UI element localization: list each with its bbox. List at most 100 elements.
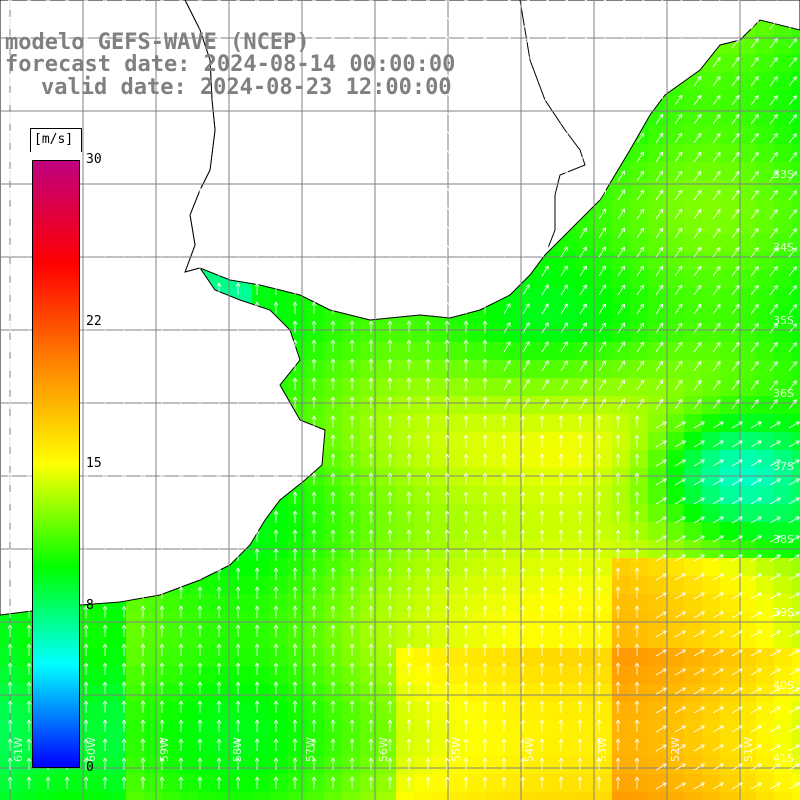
speed-cell [648,198,667,217]
speed-cell [612,198,631,217]
speed-cell [126,774,145,793]
speed-cell [414,756,433,775]
speed-cell [306,612,325,631]
wind-arrow [26,73,32,86]
speed-cell [648,396,667,415]
speed-cell [234,702,253,721]
speed-cell [90,666,109,685]
wind-arrow [83,16,89,29]
speed-cell [360,738,379,757]
wind-arrow [83,35,89,48]
speed-cell [576,630,595,649]
speed-cell [720,558,739,577]
speed-cell [702,414,721,433]
wind-arrow [216,73,222,86]
speed-cell [648,216,667,235]
wind-arrow [140,54,146,67]
speed-cell [486,396,505,415]
wind-arrow [788,19,797,30]
speed-cell [450,396,469,415]
wind-arrow [273,16,279,29]
speed-cell [630,234,649,253]
speed-cell [720,90,739,109]
speed-cell [558,684,577,703]
speed-cell [378,432,397,451]
speed-cell [450,486,469,505]
speed-cell [774,612,793,631]
wind-arrow [693,37,702,49]
speed-cell [306,396,325,415]
speed-cell [90,774,109,793]
colorbar-tick-label: 0 [86,760,94,775]
speed-cell [774,90,793,109]
speed-cell [414,648,433,667]
wind-arrow [425,54,431,67]
speed-cell [234,684,253,703]
speed-cell [720,198,739,217]
speed-cell [0,684,19,703]
speed-cell [450,378,469,397]
speed-cell [468,684,487,703]
speed-cell [774,378,793,397]
speed-cell [594,324,613,343]
speed-cell [216,666,235,685]
wind-arrow [121,73,127,86]
speed-cell [666,648,685,667]
speed-cell [738,594,757,613]
speed-cell [558,486,577,505]
speed-cell [378,738,397,757]
speed-cell [576,396,595,415]
speed-cell [756,720,775,739]
speed-cell [792,792,800,800]
speed-cell [162,702,181,721]
speed-cell [738,396,757,415]
speed-cell [252,702,271,721]
speed-cell [468,738,487,757]
speed-cell [612,738,631,757]
speed-cell [468,594,487,613]
wind-arrow [64,35,70,48]
speed-cell [90,648,109,667]
speed-cell [432,522,451,541]
speed-cell [648,522,667,541]
speed-cell [666,396,685,415]
speed-cell [630,468,649,487]
speed-cell [342,702,361,721]
speed-cell [396,360,415,379]
speed-cell [0,612,19,631]
wind-arrow [273,73,279,86]
wind-arrow [769,76,778,87]
speed-cell [648,648,667,667]
wind-arrow [83,54,89,67]
speed-cell [576,702,595,721]
speed-cell [288,378,307,397]
speed-cell [396,468,415,487]
speed-cell [378,612,397,631]
lat-label: 34S [773,241,794,254]
speed-cell [378,720,397,739]
speed-cell [288,630,307,649]
speed-cell [684,792,703,800]
speed-cell [774,666,793,685]
speed-cell [360,432,379,451]
wind-arrow [750,0,759,11]
speed-cell [666,612,685,631]
speed-cell [216,648,235,667]
speed-cell [738,558,757,577]
speed-cell [648,342,667,361]
speed-cell [774,36,793,55]
colorbar-tick-label: 22 [86,314,102,330]
wind-arrow [178,16,184,29]
speed-cell [486,612,505,631]
speed-cell [738,180,757,199]
wind-arrow [769,57,778,68]
speed-cell [756,630,775,649]
speed-cell [702,306,721,325]
speed-cell [144,792,163,800]
speed-cell [144,774,163,793]
speed-cell [558,306,577,325]
speed-cell [162,738,181,757]
speed-cell [486,738,505,757]
wind-arrow [235,16,241,29]
speed-cell [54,792,73,800]
